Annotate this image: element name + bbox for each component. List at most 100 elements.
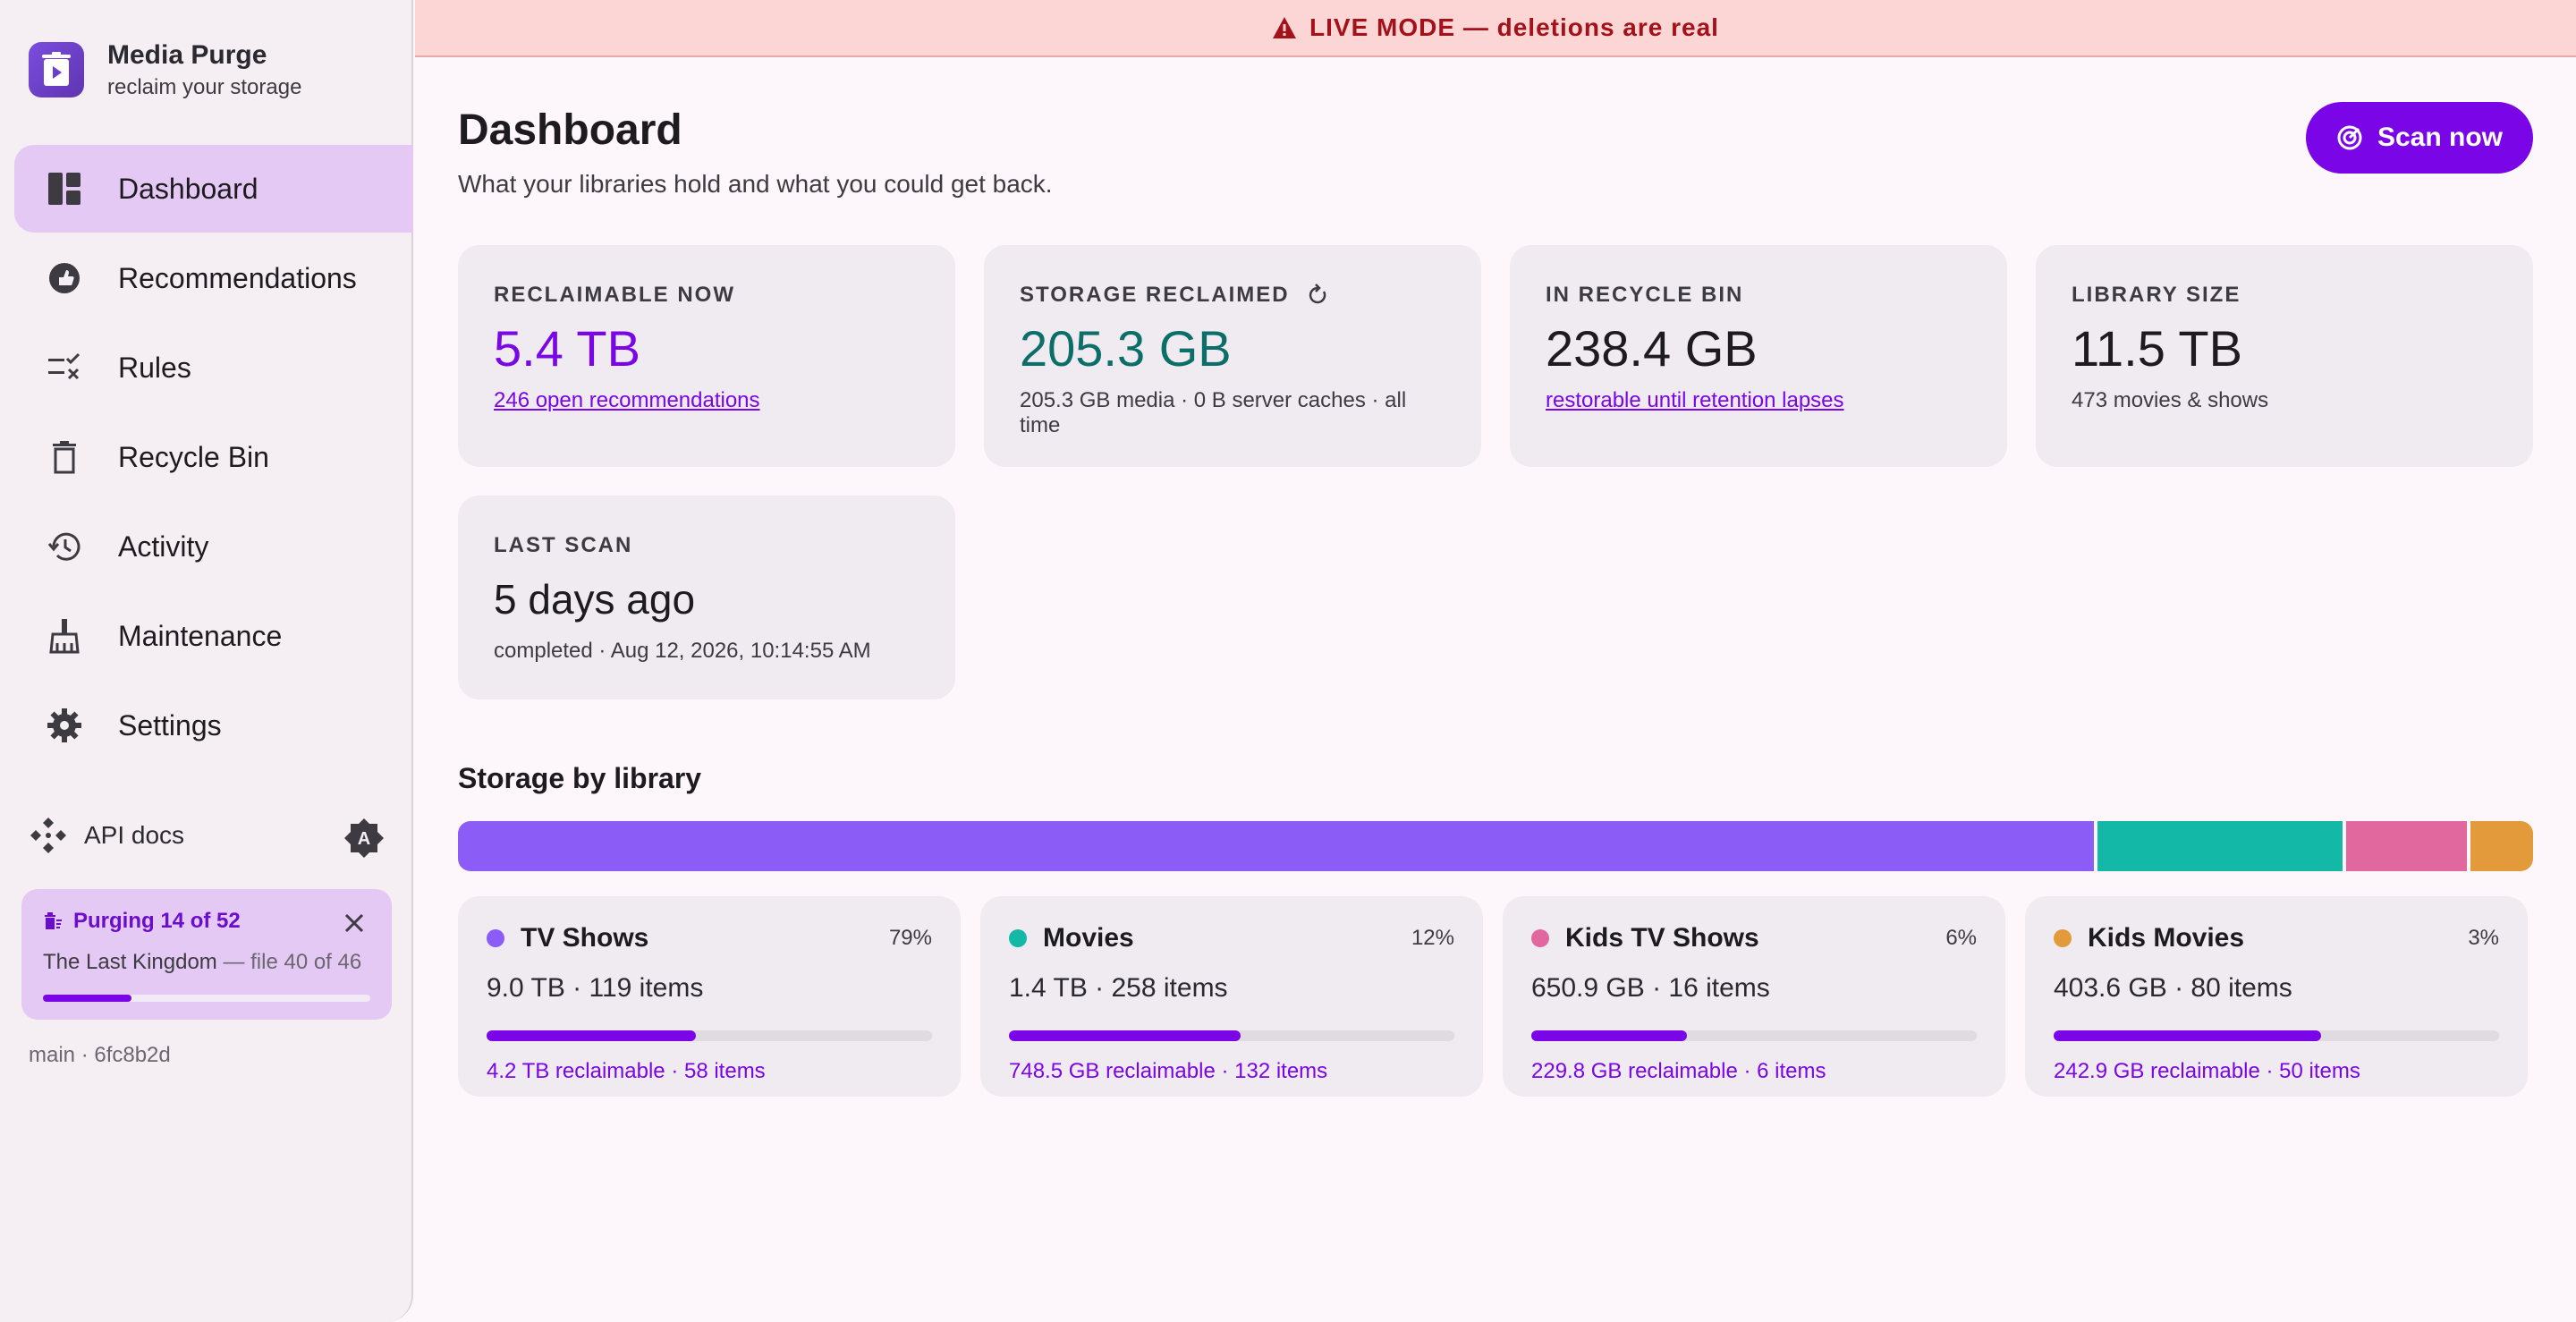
- app-name: Media Purge: [107, 40, 267, 70]
- storage-stacked-bar: [458, 821, 2533, 871]
- library-share: 3%: [2468, 926, 2499, 950]
- storage-segment[interactable]: [2470, 821, 2533, 871]
- library-reclaim-bar: [2054, 1030, 2499, 1041]
- brand[interactable]: Media Purge reclaim your storage: [29, 39, 301, 100]
- stat-sub: 205.3 GB media · 0 B server caches · all…: [1020, 388, 1407, 437]
- stat-label: LAST SCAN: [494, 533, 633, 557]
- library-share: 6%: [1945, 926, 1977, 950]
- storage-segment[interactable]: [2097, 821, 2347, 871]
- dashboard-icon: [45, 169, 84, 208]
- library-card[interactable]: Movies 12% 1.4 TB · 258 items 748.5 GB recl…: [980, 896, 1483, 1097]
- live-mode-banner: LIVE MODE — deletions are real: [415, 0, 2576, 57]
- nav-item-settings[interactable]: Settings: [14, 682, 413, 769]
- library-reclaimable: 229.8 GB reclaimable · 6 items: [1531, 1059, 1826, 1083]
- library-reclaim-bar: [1009, 1030, 1454, 1041]
- page-subtitle: What your libraries hold and what you co…: [458, 170, 1053, 198]
- library-name: Kids Movies: [2088, 923, 2245, 953]
- storage-segment[interactable]: [2346, 821, 2471, 871]
- stat-label: IN RECYCLE BIN: [1546, 283, 1744, 307]
- stat-card-reclaimable: RECLAIMABLE NOW 5.4 TB 246 open recommen…: [458, 245, 955, 467]
- broom-icon: [45, 616, 84, 656]
- gear-icon: [45, 706, 84, 745]
- purge-progress-card: Purging 14 of 52 The Last Kingdom — file…: [21, 889, 392, 1020]
- library-card[interactable]: TV Shows 79% 9.0 TB · 119 items 4.2 TB recl…: [458, 896, 961, 1097]
- stat-card-reclaimed: STORAGE RECLAIMED 205.3 GB 205.3 GB medi…: [984, 245, 1481, 467]
- stat-label: RECLAIMABLE NOW: [494, 283, 735, 307]
- stat-value: 5.4 TB: [494, 320, 640, 377]
- close-icon[interactable]: [343, 912, 365, 938]
- purge-icon: [43, 911, 63, 931]
- purge-file-status: The Last Kingdom — file 40 of 46: [43, 950, 370, 975]
- nav-item-activity[interactable]: Activity: [14, 503, 413, 590]
- nav-label: Maintenance: [118, 619, 283, 652]
- library-color-dot: [2054, 929, 2072, 947]
- library-size: 9.0 TB · 119 items: [487, 973, 704, 1003]
- page-title: Dashboard: [458, 106, 682, 154]
- purge-progress-fill: [43, 995, 131, 1002]
- library-reclaimable: 748.5 GB reclaimable · 132 items: [1009, 1059, 1328, 1083]
- open-recommendations-link[interactable]: 246 open recommendations: [494, 388, 760, 412]
- stat-value: 5 days ago: [494, 576, 696, 623]
- library-name: Kids TV Shows: [1565, 923, 1759, 953]
- library-reclaim-fill: [1009, 1030, 1241, 1041]
- stat-sub: completed · Aug 12, 2026, 10:14:55 AM: [494, 639, 871, 663]
- library-card[interactable]: Kids TV Shows 6% 650.9 GB · 16 items 229.8 …: [1503, 896, 2005, 1097]
- storage-segment[interactable]: [458, 821, 2097, 871]
- library-color-dot: [1009, 929, 1027, 947]
- stat-label: LIBRARY SIZE: [2072, 283, 2241, 307]
- recommendations-icon: [45, 258, 84, 298]
- library-share: 12%: [1411, 926, 1454, 950]
- library-size: 403.6 GB · 80 items: [2054, 973, 2292, 1003]
- library-color-dot: [487, 929, 504, 947]
- library-reclaim-fill: [1531, 1030, 1688, 1041]
- stat-sub: 473 movies & shows: [2072, 388, 2269, 412]
- nav-item-dashboard[interactable]: Dashboard: [14, 145, 413, 233]
- library-size: 650.9 GB · 16 items: [1531, 973, 1770, 1003]
- library-reclaim-fill: [2054, 1030, 2321, 1041]
- svg-text:A: A: [358, 829, 370, 849]
- library-reclaimable: 242.9 GB reclaimable · 50 items: [2054, 1059, 2360, 1083]
- stat-label: STORAGE RECLAIMED: [1020, 283, 1290, 307]
- library-name: TV Shows: [521, 923, 649, 953]
- trash-icon: [45, 437, 84, 477]
- refresh-icon[interactable]: [1306, 284, 1329, 307]
- api-docs-label: API docs: [84, 821, 185, 849]
- nav-item-rules[interactable]: Rules: [14, 324, 413, 411]
- stat-label-row: STORAGE RECLAIMED: [1020, 283, 1445, 308]
- purge-file-name: The Last Kingdom: [43, 950, 217, 974]
- nav-label: Recycle Bin: [118, 440, 269, 473]
- retention-link[interactable]: restorable until retention lapses: [1546, 388, 1844, 412]
- stat-card-last-scan: LAST SCAN 5 days ago completed · Aug 12,…: [458, 496, 955, 699]
- purge-progress-bar: [43, 995, 370, 1002]
- stat-card-library-size: LIBRARY SIZE 11.5 TB 473 movies & shows: [2036, 245, 2533, 467]
- library-card[interactable]: Kids Movies 3% 403.6 GB · 80 items 242.9 GB…: [2025, 896, 2528, 1097]
- app-tagline: reclaim your storage: [107, 75, 302, 99]
- nav-item-recycle-bin[interactable]: Recycle Bin: [14, 413, 413, 501]
- nav-item-maintenance[interactable]: Maintenance: [14, 592, 413, 680]
- nav-label: Dashboard: [118, 172, 258, 205]
- history-icon: [45, 527, 84, 566]
- purge-file-progress: — file 40 of 46: [223, 950, 362, 974]
- nav-label: Activity: [118, 530, 209, 563]
- library-size: 1.4 TB · 258 items: [1009, 973, 1228, 1003]
- rules-icon: [45, 348, 84, 387]
- scan-now-label: Scan now: [2377, 123, 2504, 152]
- purge-title: Purging 14 of 52: [73, 909, 241, 933]
- nav-item-recommendations[interactable]: Recommendations: [14, 234, 413, 322]
- stat-value: 11.5 TB: [2072, 320, 2242, 377]
- nav-label: Settings: [118, 708, 222, 742]
- library-reclaim-fill: [487, 1030, 697, 1041]
- scan-now-button[interactable]: Scan now: [2306, 102, 2533, 174]
- library-share: 79%: [888, 926, 932, 950]
- library-name: Movies: [1043, 923, 1134, 953]
- library-color-dot: [1531, 929, 1549, 947]
- version-label: main · 6fc8b2d: [29, 1043, 171, 1067]
- nav-label: Recommendations: [118, 261, 357, 294]
- api-docs-link[interactable]: API docs: [29, 816, 184, 855]
- theme-toggle-button[interactable]: A: [343, 818, 385, 863]
- main-nav: Dashboard Recommendations Rules Recycle …: [14, 145, 413, 771]
- app-logo-icon: [29, 42, 84, 97]
- sidebar: Media Purge reclaim your storage Dashboa…: [0, 0, 413, 1322]
- library-reclaim-bar: [487, 1030, 932, 1041]
- api-icon: [29, 816, 68, 855]
